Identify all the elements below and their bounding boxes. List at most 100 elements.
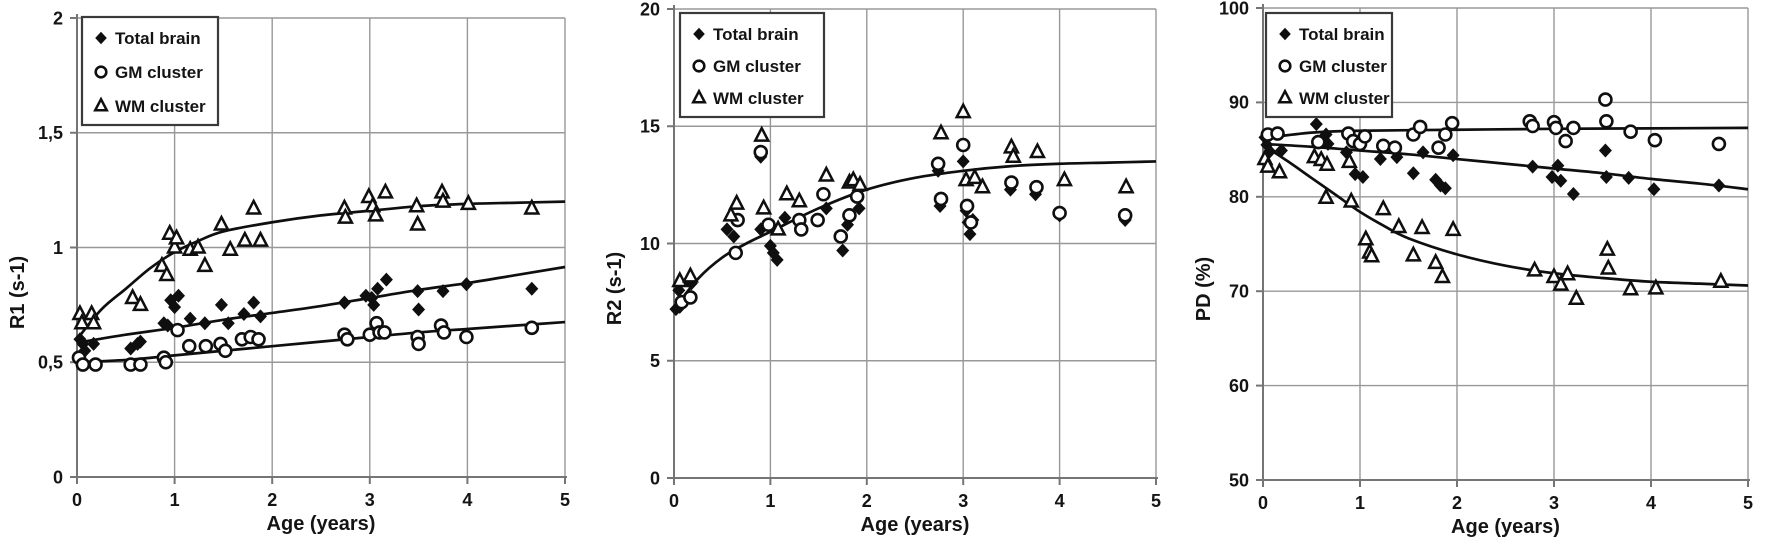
point-wm-cluster [85, 313, 103, 330]
point-total-brain [133, 334, 147, 349]
point-total-brain [1526, 159, 1540, 174]
x-tick-label: 1 [765, 491, 775, 511]
y-tick-label: 1 [53, 238, 63, 258]
point-gm-cluster [1387, 140, 1403, 156]
point-total-brain [412, 302, 426, 317]
x-tick-label: 0 [1258, 493, 1268, 513]
y-tick-label: 20 [640, 0, 660, 19]
x-tick-label: 2 [1452, 493, 1462, 513]
point-gm-cluster [816, 186, 831, 202]
point-wm-cluster [954, 101, 972, 119]
point-wm-cluster [251, 230, 270, 247]
point-total-brain [1712, 178, 1726, 193]
point-total-brain [956, 154, 970, 169]
point-total-brain [1446, 148, 1460, 163]
point-total-brain [819, 201, 833, 216]
point-wm-cluster [221, 239, 239, 257]
fit-curve-gm-cluster [76, 320, 566, 364]
point-gm-cluster [793, 222, 809, 237]
point-wm-cluster [1598, 239, 1616, 256]
point-wm-cluster [671, 270, 689, 288]
point-gm-cluster [1548, 120, 1564, 136]
y-tick-label: 10 [640, 234, 660, 254]
point-wm-cluster [245, 198, 263, 215]
point-total-brain [1406, 166, 1420, 181]
legend-marker-total-brain [95, 31, 107, 45]
point-wm-cluster [336, 207, 354, 224]
point-wm-cluster [1004, 146, 1022, 163]
point-wm-cluster [124, 287, 142, 305]
point-wm-cluster [1404, 245, 1422, 262]
legend-marker-gm-cluster [94, 65, 108, 79]
point-gm-cluster [1412, 119, 1428, 135]
legend: Total brain GM cluster WM cluster [1264, 11, 1394, 119]
point-wm-cluster [932, 123, 950, 140]
point-gm-cluster [930, 156, 946, 172]
point-gm-cluster [88, 357, 103, 372]
legend-label-gm-cluster: GM cluster [1299, 57, 1387, 76]
y-axis-title: PD (%) [1193, 257, 1215, 321]
point-wm-cluster [1712, 271, 1730, 289]
point-wm-cluster [1259, 156, 1277, 173]
point-gm-cluster [761, 217, 776, 233]
point-total-brain [183, 311, 197, 326]
point-wm-cluster [73, 313, 91, 330]
x-tick-label: 5 [560, 490, 570, 510]
point-wm-cluster [1270, 162, 1289, 179]
x-tick-label: 2 [862, 491, 872, 511]
point-gm-cluster [955, 137, 971, 153]
point-total-brain [87, 336, 101, 351]
legend-label-wm-cluster: WM cluster [713, 89, 804, 108]
point-wm-cluster [1559, 263, 1577, 281]
point-total-brain [237, 307, 251, 322]
point-wm-cluster [1117, 177, 1135, 194]
point-total-brain [1647, 182, 1661, 197]
point-gm-cluster [1117, 208, 1133, 223]
point-gm-cluster [933, 191, 949, 207]
legend-label-total-brain: Total brain [115, 29, 201, 48]
point-wm-cluster [408, 195, 426, 213]
point-total-brain [1356, 169, 1370, 184]
point-total-brain [1598, 143, 1612, 158]
point-gm-cluster [411, 336, 426, 352]
point-wm-cluster [1055, 169, 1073, 187]
point-total-brain [836, 243, 850, 258]
point-wm-cluster [158, 264, 176, 282]
point-total-brain [247, 295, 261, 310]
point-gm-cluster [198, 338, 214, 354]
y-tick-label: 60 [1229, 376, 1249, 396]
point-wm-cluster [1647, 278, 1665, 295]
point-gm-cluster [436, 325, 452, 340]
point-wm-cluster [1599, 258, 1617, 275]
point-wm-cluster [1622, 279, 1640, 296]
point-gm-cluster [1357, 129, 1373, 144]
point-wm-cluster [1357, 229, 1375, 246]
point-gm-cluster [1431, 140, 1446, 156]
y-tick-label: 80 [1229, 187, 1249, 207]
x-tick-label: 0 [669, 491, 679, 511]
point-wm-cluster [1552, 274, 1570, 291]
point-wm-cluster [966, 167, 984, 185]
legend-label-total-brain: Total brain [1299, 25, 1385, 44]
point-gm-cluster [377, 325, 392, 340]
point-gm-cluster [753, 144, 769, 160]
point-gm-cluster [1270, 126, 1285, 141]
x-tick-label: 1 [1355, 493, 1365, 513]
point-total-brain [214, 297, 228, 312]
y-tick-label: 50 [1229, 470, 1249, 490]
point-gm-cluster [1375, 138, 1391, 154]
point-total-brain [411, 284, 425, 299]
point-wm-cluster [778, 184, 796, 201]
legend-marker-wm-cluster [93, 96, 109, 112]
x-tick-label: 5 [1743, 493, 1753, 513]
y-tick-label: 90 [1229, 93, 1249, 113]
point-total-brain [852, 201, 866, 216]
legend-label-total-brain: Total brain [713, 25, 799, 44]
point-wm-cluster [1340, 151, 1358, 169]
point-wm-cluster [1374, 198, 1392, 216]
point-gm-cluster [683, 290, 698, 305]
legend-label-gm-cluster: GM cluster [115, 63, 203, 82]
point-total-brain [221, 316, 235, 331]
point-gm-cluster [218, 343, 233, 359]
point-wm-cluster [753, 125, 771, 142]
